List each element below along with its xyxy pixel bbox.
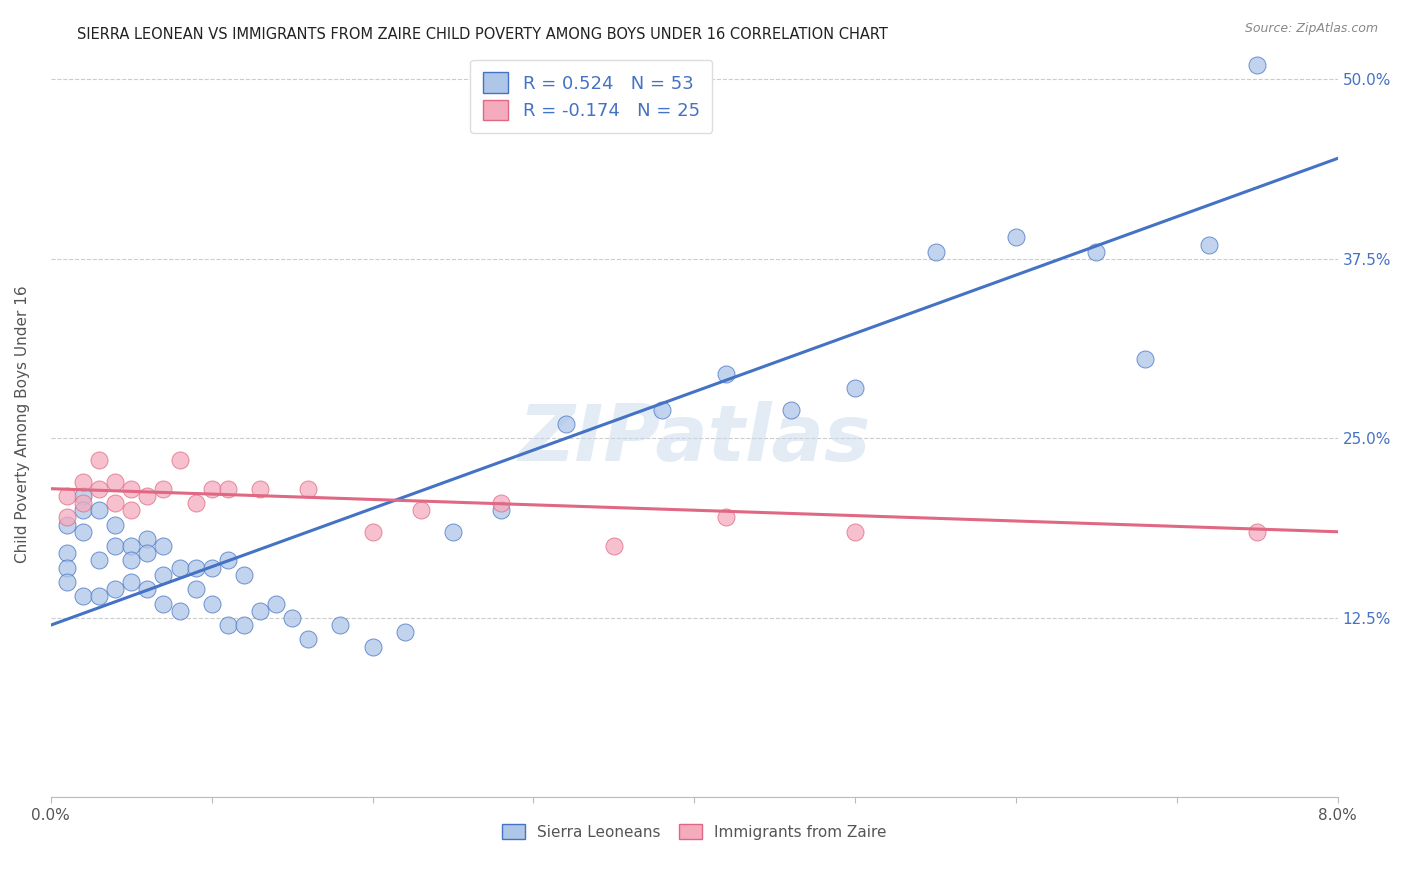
Point	[249, 604, 271, 618]
Point	[72, 524, 94, 539]
Point	[184, 496, 207, 510]
Point	[56, 489, 79, 503]
Point	[169, 453, 191, 467]
Point	[297, 632, 319, 647]
Point	[1005, 230, 1028, 244]
Point	[152, 482, 174, 496]
Point	[87, 553, 110, 567]
Point	[201, 597, 224, 611]
Point	[87, 503, 110, 517]
Point	[72, 475, 94, 489]
Point	[120, 575, 142, 590]
Point	[441, 524, 464, 539]
Point	[232, 618, 254, 632]
Point	[56, 575, 79, 590]
Point	[72, 503, 94, 517]
Legend: Sierra Leoneans, Immigrants from Zaire: Sierra Leoneans, Immigrants from Zaire	[496, 818, 893, 846]
Point	[120, 482, 142, 496]
Point	[409, 503, 432, 517]
Point	[217, 553, 239, 567]
Point	[1085, 244, 1108, 259]
Point	[217, 618, 239, 632]
Point	[554, 417, 576, 431]
Point	[217, 482, 239, 496]
Point	[1133, 352, 1156, 367]
Point	[104, 582, 127, 597]
Point	[716, 510, 738, 524]
Point	[87, 453, 110, 467]
Point	[232, 567, 254, 582]
Point	[104, 475, 127, 489]
Point	[361, 524, 384, 539]
Point	[489, 503, 512, 517]
Point	[136, 546, 159, 560]
Point	[361, 640, 384, 654]
Point	[169, 604, 191, 618]
Point	[489, 496, 512, 510]
Y-axis label: Child Poverty Among Boys Under 16: Child Poverty Among Boys Under 16	[15, 285, 30, 563]
Point	[603, 539, 626, 553]
Point	[152, 597, 174, 611]
Text: Source: ZipAtlas.com: Source: ZipAtlas.com	[1244, 22, 1378, 36]
Point	[329, 618, 352, 632]
Point	[104, 539, 127, 553]
Point	[56, 510, 79, 524]
Point	[104, 517, 127, 532]
Point	[72, 489, 94, 503]
Point	[716, 367, 738, 381]
Point	[120, 553, 142, 567]
Point	[152, 539, 174, 553]
Point	[87, 590, 110, 604]
Point	[779, 402, 801, 417]
Point	[184, 560, 207, 574]
Point	[924, 244, 946, 259]
Point	[394, 625, 416, 640]
Point	[844, 524, 866, 539]
Point	[136, 532, 159, 546]
Point	[152, 567, 174, 582]
Point	[56, 560, 79, 574]
Point	[1246, 524, 1268, 539]
Point	[169, 560, 191, 574]
Point	[201, 482, 224, 496]
Point	[1246, 58, 1268, 72]
Point	[844, 381, 866, 395]
Point	[104, 496, 127, 510]
Point	[184, 582, 207, 597]
Point	[297, 482, 319, 496]
Point	[136, 489, 159, 503]
Point	[87, 482, 110, 496]
Point	[56, 546, 79, 560]
Text: ZIPatlas: ZIPatlas	[519, 401, 870, 477]
Point	[56, 517, 79, 532]
Point	[264, 597, 287, 611]
Point	[281, 611, 304, 625]
Point	[651, 402, 673, 417]
Point	[249, 482, 271, 496]
Point	[120, 503, 142, 517]
Point	[72, 590, 94, 604]
Point	[72, 496, 94, 510]
Point	[1198, 237, 1220, 252]
Point	[120, 539, 142, 553]
Text: SIERRA LEONEAN VS IMMIGRANTS FROM ZAIRE CHILD POVERTY AMONG BOYS UNDER 16 CORREL: SIERRA LEONEAN VS IMMIGRANTS FROM ZAIRE …	[77, 27, 889, 42]
Point	[136, 582, 159, 597]
Point	[201, 560, 224, 574]
